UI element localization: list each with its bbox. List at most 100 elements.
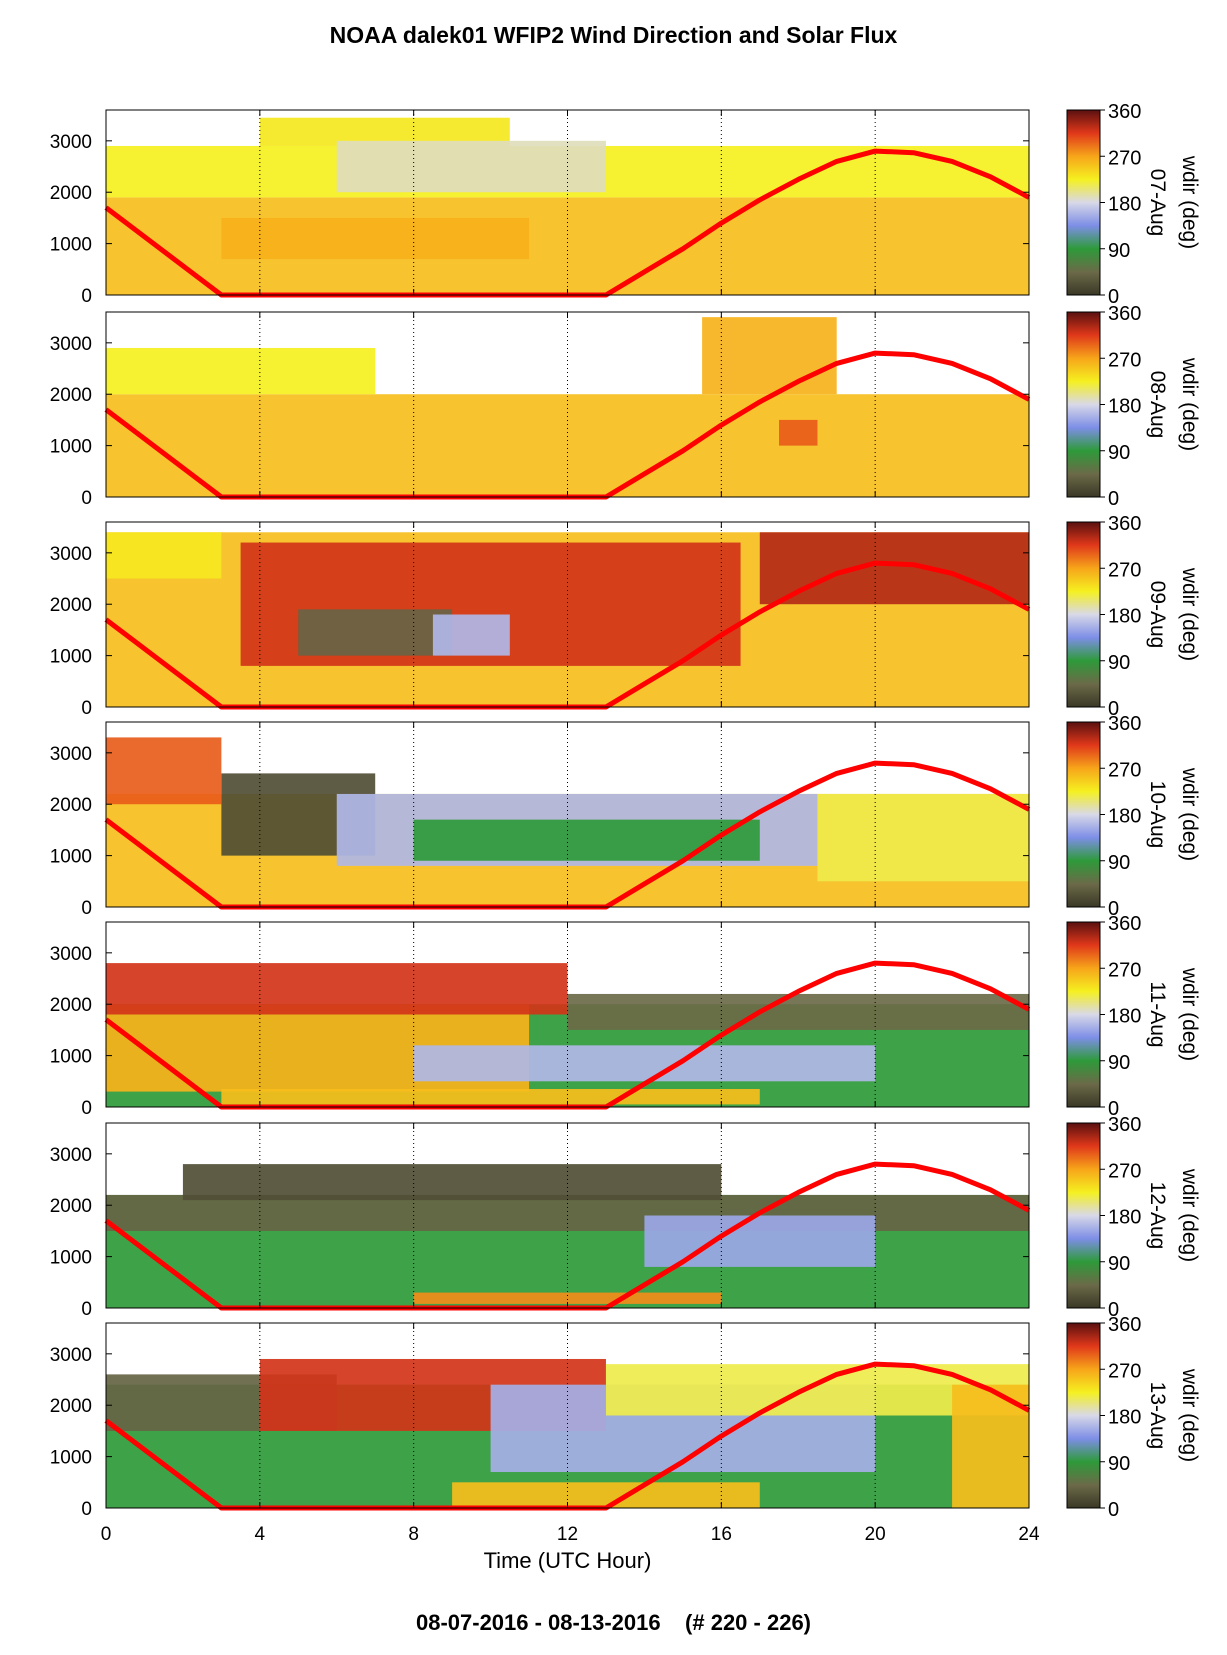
x-tick-label: 24 <box>1018 1524 1040 1545</box>
y-tick-label: 0 <box>81 286 92 307</box>
colorbar-tick-label: 0 <box>1108 698 1119 720</box>
y-tick-label: 3000 <box>50 944 92 965</box>
panel-10-aug: 0 1000 2000 3000 0 90 180 270 360 wdir (deg) 10-Au… <box>50 713 1201 920</box>
panel-date-label: 10-Aug <box>1146 781 1169 849</box>
colorbar-tick-label: 360 <box>1108 101 1141 123</box>
y-tick-label: 2000 <box>50 385 92 406</box>
heatmap-cell <box>298 609 453 656</box>
y-tick-label: 3000 <box>50 744 92 765</box>
colorbar-tick-label: 90 <box>1108 852 1130 874</box>
colorbar <box>1067 522 1100 707</box>
x-tick-label: 0 <box>101 1524 112 1545</box>
panel-12-aug: 0 1000 2000 3000 0 90 180 270 360 wdir (deg) 12-Au… <box>50 1114 1201 1321</box>
panel-date-label: 12-Aug <box>1146 1182 1169 1250</box>
y-tick-label: 2000 <box>50 995 92 1016</box>
y-tick-label: 2000 <box>50 183 92 204</box>
y-tick-label: 0 <box>81 1098 92 1119</box>
solar-flux-curve <box>104 148 1031 298</box>
y-tick-label: 2000 <box>50 795 92 816</box>
heatmap-cell <box>106 394 1029 497</box>
x-tick-label: 16 <box>711 1524 732 1545</box>
panel-08-aug: 0 1000 2000 3000 0 90 180 270 360 wdir (deg) 08-Au… <box>50 303 1201 510</box>
date-range-footer: 08-07-2016 - 08-13-2016 (# 220 - 226) <box>415 1610 812 1635</box>
colorbar-tick-label: 360 <box>1108 513 1141 535</box>
y-tick-label: 1000 <box>50 847 92 868</box>
y-tick-label: 1000 <box>50 1047 92 1068</box>
heatmap-cell <box>221 217 530 260</box>
y-tick-label: 1000 <box>50 1448 92 1469</box>
heatmap-cell <box>221 1089 760 1105</box>
panel-11-aug: 0 1000 2000 3000 0 90 180 270 360 wdir (deg) 11-Au… <box>50 913 1201 1120</box>
colorbar-tick-label: 180 <box>1108 1407 1141 1429</box>
y-tick-label: 3000 <box>50 1345 92 1366</box>
colorbar-tick-label: 0 <box>1108 1499 1119 1521</box>
y-tick-label: 1000 <box>50 437 92 458</box>
y-tick-label: 1000 <box>50 647 92 668</box>
colorbar-tick-label: 0 <box>1108 488 1119 510</box>
panel-date-label: 11-Aug <box>1146 981 1169 1047</box>
heatmap-cell <box>644 1215 876 1267</box>
colorbar-tick-label: 360 <box>1108 713 1141 735</box>
colorbar-tick-label: 270 <box>1108 1160 1141 1182</box>
colorbar-tick-label: 180 <box>1108 194 1141 216</box>
colorbar-tick-label: 0 <box>1108 898 1119 920</box>
heatmap-cell <box>106 532 222 579</box>
colorbar-tick-label: 180 <box>1108 1006 1141 1028</box>
y-tick-label: 2000 <box>50 1396 92 1417</box>
y-tick-label: 0 <box>81 1299 92 1320</box>
colorbar-label: wdir (deg) <box>1178 357 1201 451</box>
heatmap-cell <box>817 793 1029 882</box>
colorbar-tick-label: 270 <box>1108 349 1141 371</box>
y-tick-label: 3000 <box>50 544 92 565</box>
panel-13-aug: 0 1000 2000 3000 0 90 180 270 360 wdir (deg) 13-Au… <box>50 1314 1201 1521</box>
y-tick-label: 0 <box>81 698 92 719</box>
heatmap-cell <box>413 1045 876 1082</box>
colorbar-tick-label: 180 <box>1108 1207 1141 1229</box>
y-tick-label: 3000 <box>50 1145 92 1166</box>
colorbar-tick-label: 360 <box>1108 913 1141 935</box>
colorbar-tick-label: 90 <box>1108 652 1130 674</box>
colorbar-label: wdir (deg) <box>1178 967 1201 1061</box>
solar-flux-curve <box>104 350 1031 500</box>
y-tick-label: 2000 <box>50 595 92 616</box>
heatmap-cell <box>567 993 1029 1030</box>
colorbar-tick-label: 90 <box>1108 1253 1130 1275</box>
solar-flux-curve <box>104 960 1031 1110</box>
heatmap-cell <box>779 419 818 446</box>
heatmap-cell <box>432 614 510 656</box>
colorbar-tick-label: 90 <box>1108 1052 1130 1074</box>
x-tick-label: 4 <box>255 1524 266 1545</box>
colorbar-tick-label: 180 <box>1108 606 1141 628</box>
colorbar-tick-label: 270 <box>1108 759 1141 781</box>
y-tick-label: 1000 <box>50 235 92 256</box>
heatmap-cell <box>759 532 1029 605</box>
heatmap-cell <box>452 1482 760 1508</box>
colorbar-label: wdir (deg) <box>1178 1368 1201 1462</box>
panel-09-aug: 0 1000 2000 3000 0 90 180 270 360 wdir (deg) 09-Au… <box>50 513 1201 720</box>
y-tick-label: 0 <box>81 898 92 919</box>
colorbar-tick-label: 180 <box>1108 396 1141 418</box>
x-axis-label: Time (UTC Hour) <box>484 1548 652 1573</box>
heatmap-cell <box>336 140 606 193</box>
heatmap-cell <box>702 317 837 395</box>
heatmap-cell <box>413 1292 722 1304</box>
x-tick-label: 8 <box>408 1524 419 1545</box>
colorbar-label: wdir (deg) <box>1178 1168 1201 1262</box>
y-tick-label: 3000 <box>50 132 92 153</box>
colorbar <box>1067 110 1100 295</box>
colorbar-tick-label: 90 <box>1108 1453 1130 1475</box>
heatmap-cell <box>106 1194 1029 1231</box>
heatmap-cell <box>106 963 568 1015</box>
colorbar-tick-label: 90 <box>1108 240 1130 262</box>
solar-flux-curve <box>104 760 1031 910</box>
heatmap-cell <box>106 737 222 805</box>
chart-title: NOAA dalek01 WFIP2 Wind Direction and So… <box>329 22 898 48</box>
colorbar-tick-label: 270 <box>1108 559 1141 581</box>
solar-flux-curve <box>104 560 1031 710</box>
y-tick-label: 2000 <box>50 1196 92 1217</box>
x-tick-label: 20 <box>865 1524 886 1545</box>
colorbar-tick-label: 0 <box>1108 286 1119 308</box>
colorbar <box>1067 922 1100 1107</box>
